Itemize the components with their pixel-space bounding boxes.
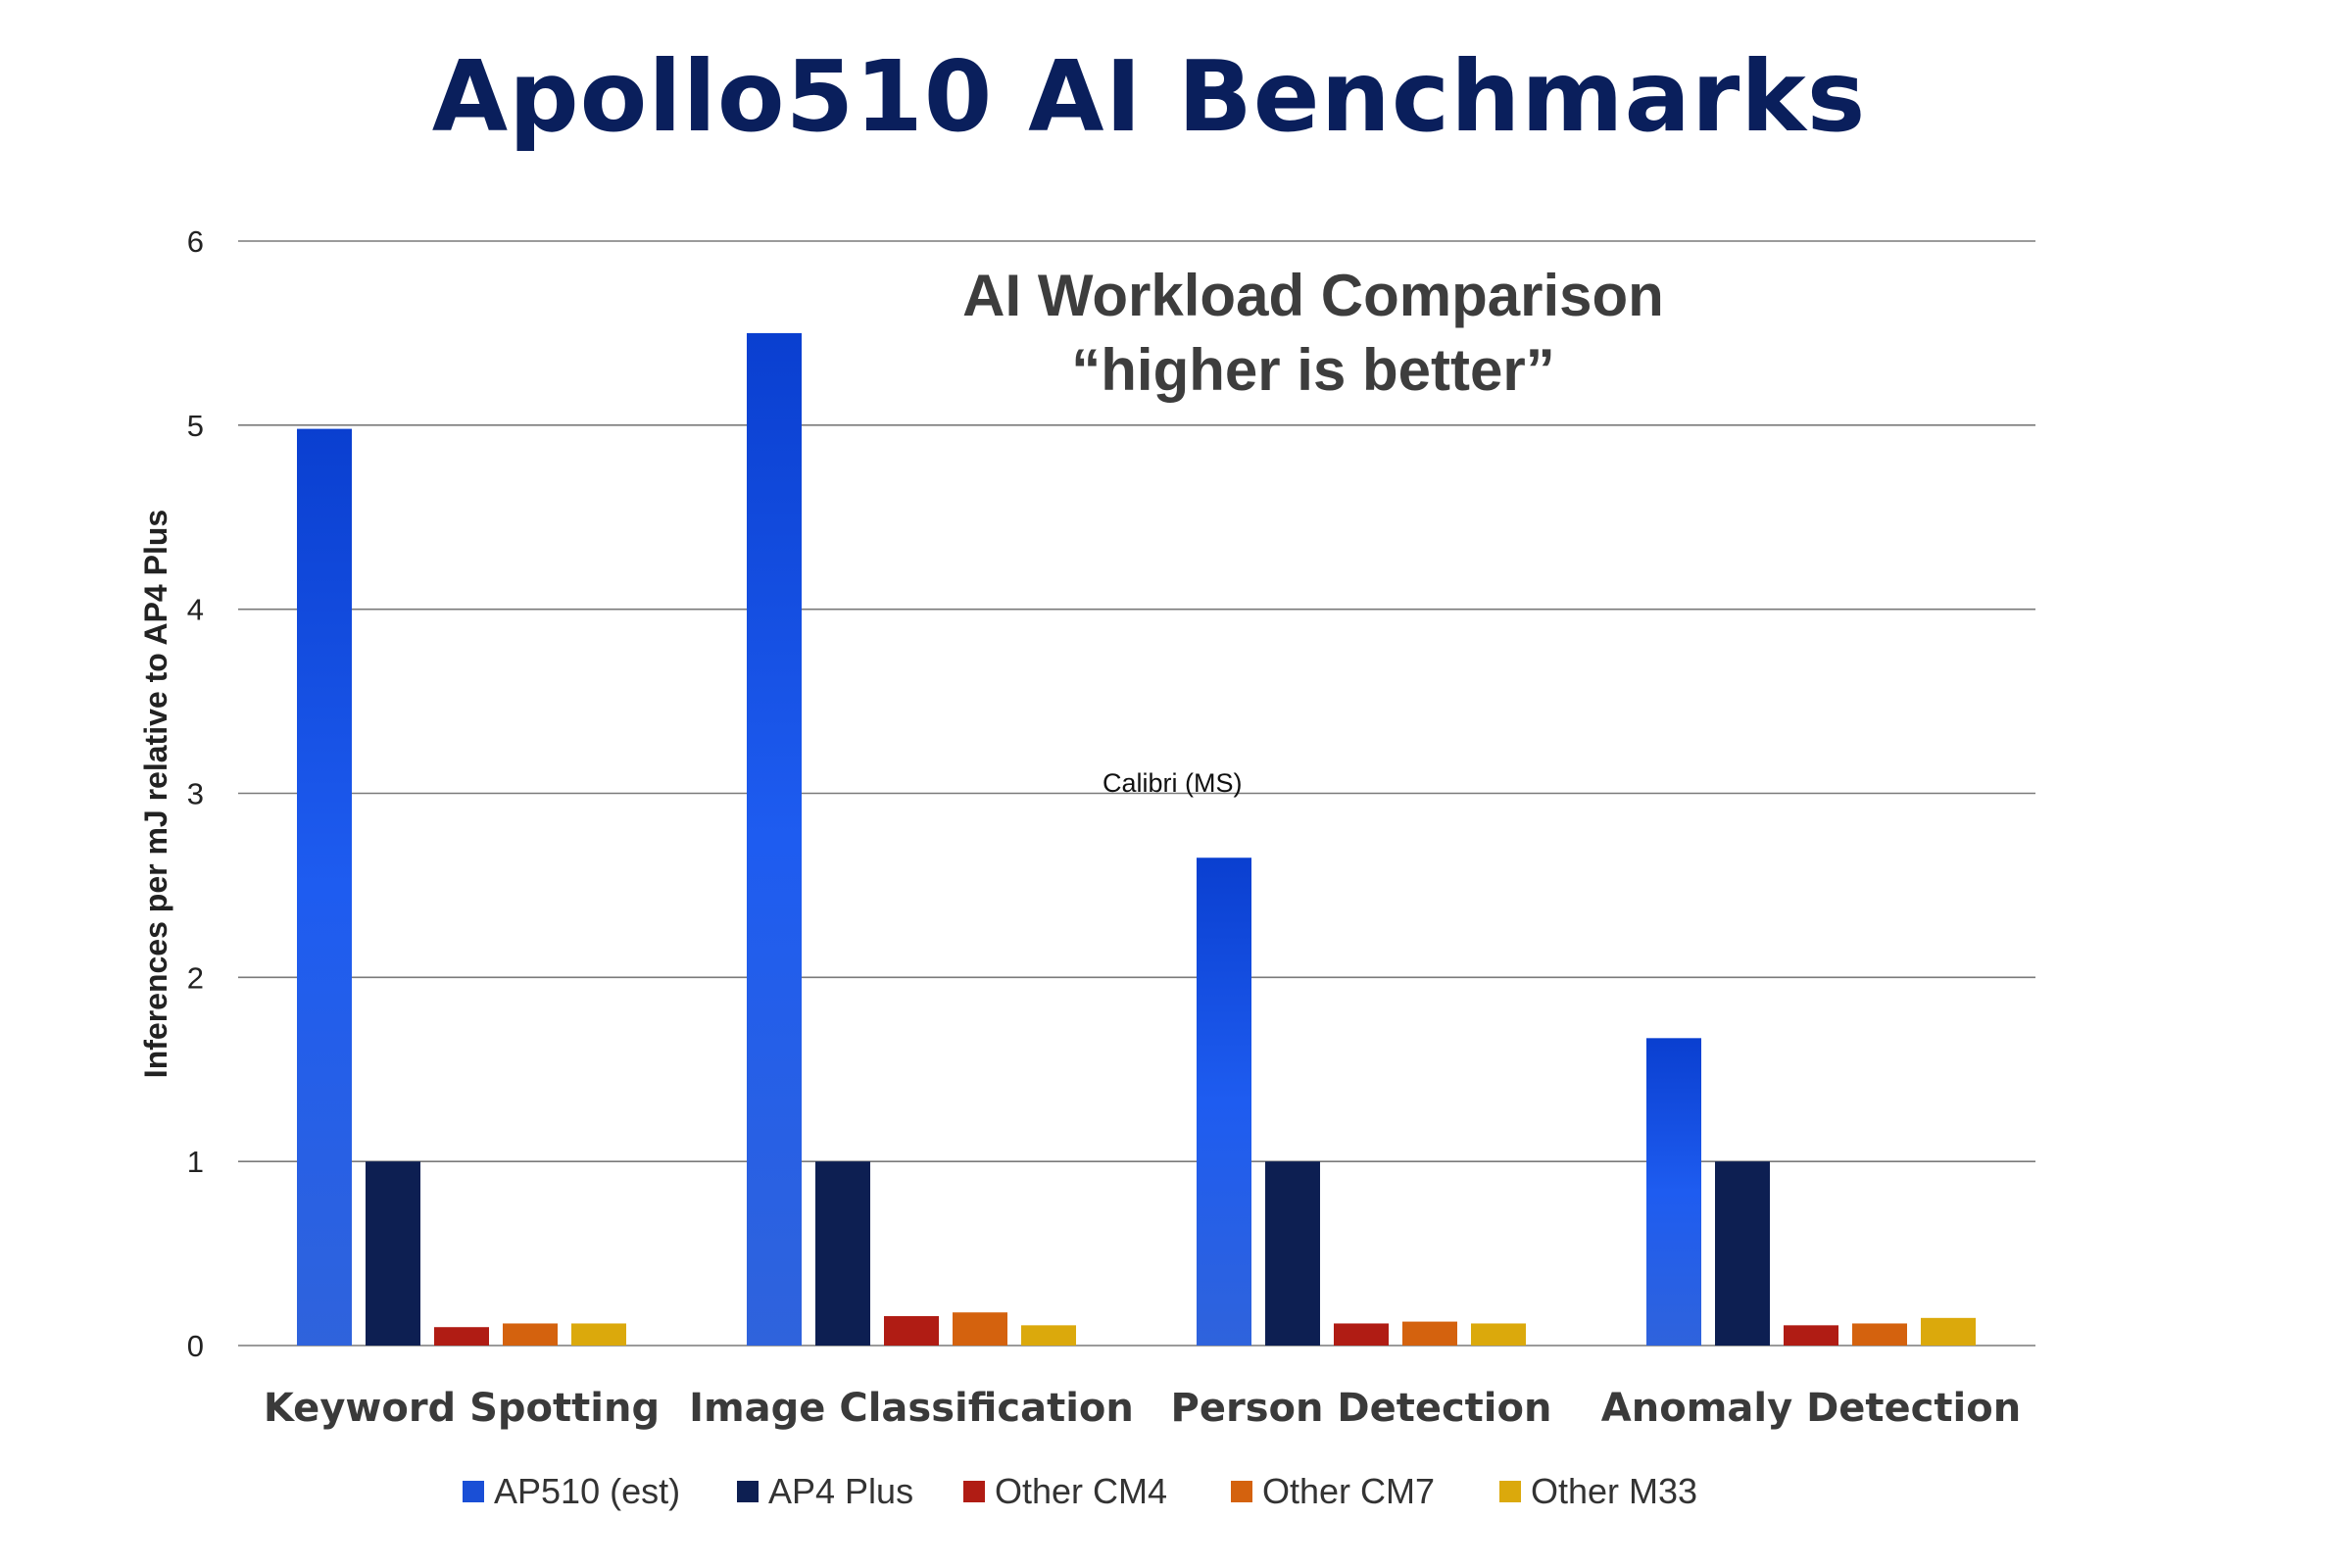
bar-ap510-est [1646,1038,1701,1346]
legend-label: Other CM7 [1262,1471,1435,1511]
bar-other-cm4 [1334,1323,1389,1346]
legend-swatch [963,1481,985,1502]
page-title: Apollo510 AI Benchmarks [431,39,1867,154]
chart-title: AI Workload Comparison [962,263,1664,328]
bar-ap510-est [747,332,802,1347]
y-tick-label: 0 [187,1329,204,1363]
y-tick-label: 2 [187,960,204,995]
bar-ap4-plus [1715,1161,1770,1346]
bar-other-cm4 [434,1327,489,1346]
x-category-label: Keyword Spotting [264,1386,660,1431]
legend-swatch [463,1481,484,1502]
bar-other-cm4 [884,1315,939,1346]
y-tick-label: 3 [187,777,204,811]
y-axis-ticks: 0 1 2 3 4 5 6 [187,224,204,1363]
bars [297,332,1976,1347]
legend-label: AP510 (est) [494,1471,680,1511]
legend-swatch [1231,1481,1252,1502]
y-tick-label: 5 [187,409,204,443]
bar-other-cm7 [1852,1323,1907,1346]
x-category-label: Anomaly Detection [1601,1386,2021,1431]
legend-label: Other CM4 [995,1471,1167,1511]
bar-other-cm4 [1784,1325,1838,1346]
legend-label: Other M33 [1531,1471,1697,1511]
legend-swatch [1499,1481,1521,1502]
bar-other-cm7 [503,1323,558,1346]
legend: AP510 (est) AP4 Plus Other CM4 Other CM7 Oth… [463,1471,1697,1511]
y-tick-label: 6 [187,224,204,259]
x-axis-categories: Keyword Spotting Image Classification Pers… [264,1386,2021,1431]
bar-other-m33 [571,1323,626,1346]
bar-other-m33 [1921,1317,1976,1346]
x-category-label: Person Detection [1171,1386,1552,1431]
chart-annotation: Calibri (MS) [1102,768,1243,798]
bar-other-m33 [1021,1325,1076,1346]
bar-ap4-plus [815,1161,870,1346]
y-tick-label: 4 [187,593,204,627]
y-tick-label: 1 [187,1145,204,1179]
bar-other-m33 [1471,1323,1526,1346]
legend-swatch [737,1481,759,1502]
bar-ap510-est [1197,858,1251,1346]
bar-ap4-plus [1265,1161,1320,1346]
chart-subtitle: “higher is better” [1071,337,1554,403]
bar-other-cm7 [1402,1321,1457,1346]
bar-ap510-est [297,428,352,1347]
y-axis-label: Inferences per mJ relative to AP4 Plus [138,510,173,1078]
bar-other-cm7 [953,1312,1007,1346]
bar-ap4-plus [366,1161,420,1346]
legend-label: AP4 Plus [768,1471,913,1511]
x-category-label: Image Classification [689,1386,1134,1431]
